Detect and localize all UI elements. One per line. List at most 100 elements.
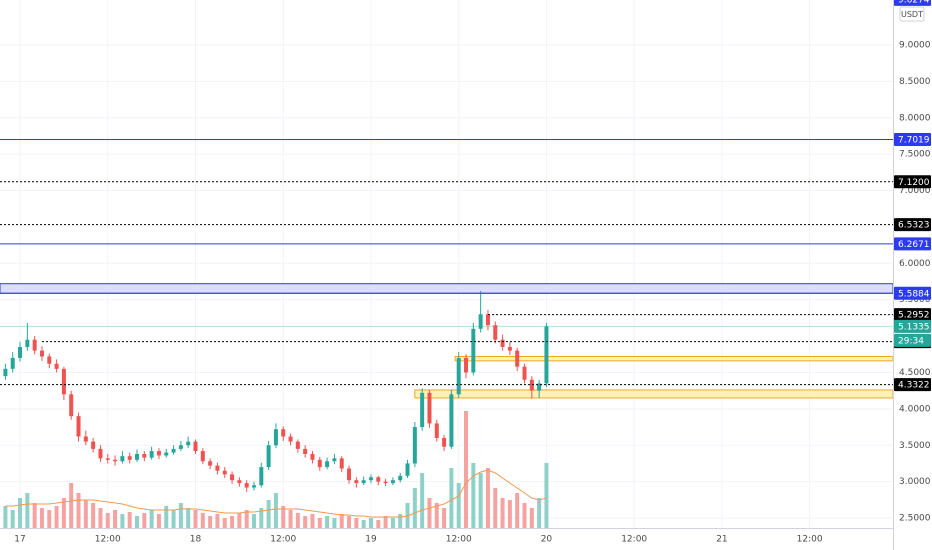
- candle-body: [208, 461, 213, 466]
- candle-body: [149, 451, 154, 458]
- candle-body: [215, 465, 220, 471]
- volume-bar: [208, 516, 213, 528]
- volume-bar: [288, 510, 293, 528]
- x-tick-label: 12:00: [797, 535, 823, 545]
- y-tick-label: 7.5000: [899, 150, 931, 160]
- volume-bar: [420, 473, 425, 528]
- volume-bar: [142, 513, 147, 528]
- y-tick-label: 3.5000: [899, 441, 931, 451]
- y-tick-label: 9.0000: [899, 40, 931, 50]
- volume-bar: [295, 513, 300, 528]
- candle-body: [10, 357, 15, 369]
- candle-body: [171, 448, 176, 453]
- volume-bar: [39, 508, 44, 528]
- candle-body: [390, 480, 395, 484]
- candle-body: [368, 477, 373, 481]
- volume-bar: [493, 488, 498, 528]
- countdown-label-box: [894, 333, 931, 347]
- volume-bar: [347, 516, 352, 528]
- volume-bar: [54, 506, 59, 528]
- candle-body: [113, 459, 118, 462]
- level-label: 4.3322: [898, 381, 930, 391]
- volume-bar: [215, 514, 220, 528]
- candle-body: [281, 429, 286, 437]
- volume-bar: [325, 516, 330, 528]
- y-tick-label: 4.0000: [899, 404, 931, 414]
- candle-body: [434, 423, 439, 438]
- candle-body: [244, 483, 249, 488]
- candle-body: [412, 427, 417, 464]
- volume-bar: [456, 483, 461, 528]
- level-label: 5.5884: [898, 289, 930, 299]
- candle-body: [186, 441, 191, 446]
- volume-bar: [113, 510, 118, 528]
- y-tick-label: 3.0000: [899, 477, 931, 487]
- candle-body: [383, 481, 388, 484]
- volume-bar: [303, 516, 308, 528]
- volume-bar: [449, 468, 454, 528]
- candle-body: [259, 467, 264, 486]
- candle-body: [339, 458, 344, 469]
- x-tick-label: 19: [365, 535, 377, 545]
- volume-bar: [515, 493, 520, 528]
- last-price-label: 5.1335: [898, 322, 930, 332]
- y-tick-label: 8.5000: [899, 77, 931, 87]
- candle-body: [251, 485, 256, 488]
- candle-body: [317, 459, 322, 468]
- candle-body: [537, 383, 542, 391]
- volume-bar: [464, 411, 469, 528]
- volume-bar: [156, 514, 161, 528]
- volume-bar: [127, 512, 132, 528]
- candle-body: [25, 339, 30, 348]
- last-price-label-box: [894, 319, 931, 333]
- y-tick-label: 8.0000: [899, 113, 931, 123]
- candle-body: [18, 347, 23, 358]
- candle-body: [427, 392, 432, 424]
- volume-bar: [259, 508, 264, 528]
- volume-bar: [537, 498, 542, 528]
- volume-bar: [149, 510, 154, 528]
- volume-bar: [98, 508, 103, 528]
- candle-body: [32, 339, 37, 351]
- candle-body: [135, 453, 140, 460]
- candle-body: [105, 458, 110, 460]
- candle-body: [471, 328, 476, 373]
- level-label-box: [894, 0, 931, 6]
- unit-box: [899, 6, 925, 22]
- candle-body: [54, 363, 59, 369]
- y-tick-label: 6.0000: [899, 259, 931, 269]
- candle-body: [449, 394, 454, 447]
- volume-bar: [120, 514, 125, 528]
- y-tick-label: 5.5000: [899, 295, 931, 305]
- unit-label: USDT: [901, 10, 923, 19]
- price-axis: [893, 0, 932, 550]
- candle-body: [310, 453, 315, 460]
- volume-bar: [529, 508, 534, 528]
- candle-body: [529, 379, 534, 391]
- candle-body: [98, 448, 103, 459]
- x-tick-label: 20: [541, 535, 553, 545]
- candle-body: [3, 368, 8, 377]
- volume-bar: [281, 506, 286, 528]
- candle-body: [325, 461, 330, 468]
- volume-bar: [69, 483, 74, 528]
- candle-body: [500, 339, 505, 348]
- candle-body: [39, 350, 44, 357]
- volume-bar: [412, 488, 417, 528]
- volume-bar: [61, 498, 66, 528]
- volume-bar: [471, 463, 476, 528]
- volume-bar: [3, 506, 8, 528]
- volume-bar: [478, 473, 483, 528]
- candle-body: [493, 325, 498, 340]
- volume-bar: [507, 500, 512, 528]
- level-label: 7.1200: [898, 178, 930, 188]
- candle-body: [193, 441, 198, 452]
- candle-body: [354, 480, 359, 484]
- volume-bar: [230, 516, 235, 528]
- candle-body: [273, 429, 278, 446]
- countdown-label: 29:34: [898, 336, 924, 346]
- x-tick-label: 18: [190, 535, 202, 545]
- x-tick-label: 21: [716, 535, 727, 545]
- candle-body: [507, 347, 512, 351]
- volume-bar: [222, 518, 227, 528]
